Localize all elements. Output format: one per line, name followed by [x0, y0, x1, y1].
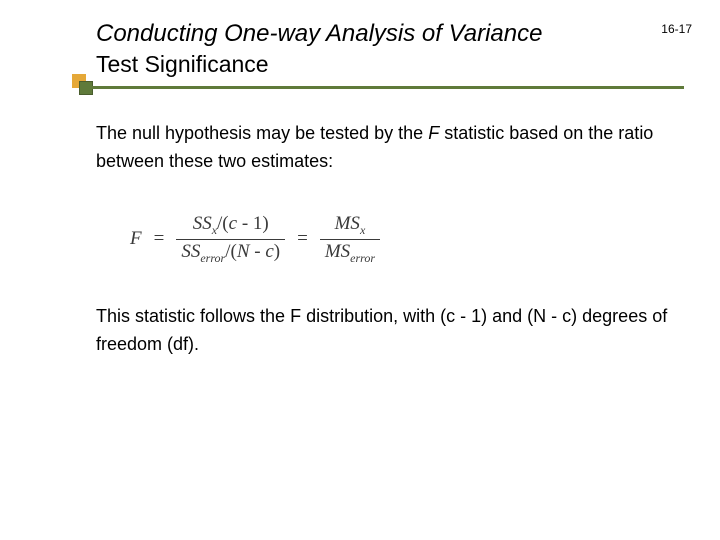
f1-den-sub: error [200, 251, 225, 265]
p2-text-a: This statistic follows the [96, 306, 290, 326]
formula-eq1: = [152, 228, 167, 250]
f2-den-sub: error [350, 251, 375, 265]
f1-num-c: c [229, 213, 237, 234]
title-underline [92, 86, 684, 89]
formula-lhs: F [130, 228, 142, 250]
formula-eq2: = [295, 228, 310, 250]
p2-c1: c [446, 306, 455, 326]
f2-num-sub: x [360, 223, 365, 237]
slide: 16-17 Conducting One-way Analysis of Var… [0, 0, 720, 540]
p2-text-d: - [546, 306, 562, 326]
f1-den-n: N [237, 241, 250, 262]
p2-n: N [533, 306, 546, 326]
p2-c2: c [562, 306, 571, 326]
f1-den-c: c [265, 241, 273, 262]
f1-den-minus: - [250, 241, 266, 262]
formula: F = SSx/(c - 1) SSerror/(N - c) = MSx MS… [130, 212, 380, 267]
f1-num-ss: SS [193, 213, 212, 234]
f1-num-paren: /( [217, 213, 229, 234]
bullet-icon [72, 74, 94, 96]
p1-f-stat: F [428, 123, 439, 143]
title-main: Conducting One-way Analysis of Variance [96, 20, 700, 49]
p1-text-a: The null hypothesis may be tested by the [96, 123, 428, 143]
f1-num-rest: - 1) [237, 213, 269, 234]
paragraph-1: The null hypothesis may be tested by the… [96, 120, 666, 176]
f1-den-paren: /( [225, 241, 237, 262]
f1-den-close: ) [274, 241, 280, 262]
header: Conducting One-way Analysis of Variance … [0, 20, 720, 78]
f2-den-ms: MS [325, 241, 350, 262]
p2-f-stat: F [290, 306, 301, 326]
paragraph-2: This statistic follows the F distributio… [96, 303, 681, 359]
formula-frac-1: SSx/(c - 1) SSerror/(N - c) [176, 212, 285, 267]
f1-den-ss: SS [181, 241, 200, 262]
p2-text-c: - 1) and ( [455, 306, 533, 326]
formula-frac-2: MSx MSerror [320, 212, 380, 267]
f2-num-ms: MS [335, 213, 360, 234]
p2-text-b: distribution, with ( [301, 306, 446, 326]
title-sub: Test Significance [96, 51, 700, 79]
